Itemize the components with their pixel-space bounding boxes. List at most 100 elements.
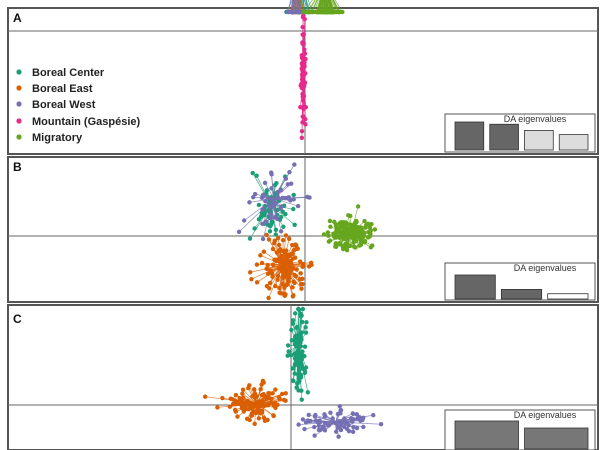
panel-b-migratory-point xyxy=(362,230,367,236)
panel-b-eigen-title: DA eigenvalues xyxy=(514,263,577,273)
panel-b-migratory-point xyxy=(333,244,338,249)
panel-b-boreal-east-point xyxy=(278,246,283,252)
panel-c-boreal-east-point xyxy=(243,406,248,412)
panel-b-boreal-center-point xyxy=(278,214,284,220)
legend-marker-boreal-west xyxy=(16,101,22,107)
panel-c-boreal-west-point xyxy=(338,427,344,433)
panel-c-boreal-east-point xyxy=(258,386,263,392)
panel-b-boreal-east-point xyxy=(248,270,253,275)
panel-b-boreal-east-point xyxy=(275,273,281,279)
panel-c-boreal-west-point xyxy=(342,418,347,423)
panel-a-boreal-west-link xyxy=(287,0,292,13)
panel-c-boreal-east-point xyxy=(257,399,262,404)
panel-b-boreal-east-point xyxy=(269,268,274,274)
panel-a-migratory-link xyxy=(327,0,330,13)
panel-b-boreal-west-point xyxy=(260,221,265,227)
panel-b-boreal-west-point xyxy=(283,176,289,181)
panel-b-migratory-point xyxy=(334,233,340,239)
panel-c-boreal-east-link xyxy=(242,393,257,404)
panel-b-boreal-east-point xyxy=(264,232,269,238)
panel-b-eigenvalue-bar xyxy=(547,293,589,300)
panel-c-boreal-west-point xyxy=(313,418,319,423)
panel-a-boreal-center-link xyxy=(306,0,311,13)
panel-c-boreal-east-point xyxy=(252,421,257,427)
panel-a-mountain-gaspesie-point xyxy=(299,53,304,58)
panel-c-boreal-west-point xyxy=(355,416,360,421)
panel-c-boreal-center-point xyxy=(294,385,299,390)
panel-b-migratory-point xyxy=(366,229,372,235)
panel-c-eigen-title: DA eigenvalues xyxy=(514,410,577,420)
panel-a-migratory-link xyxy=(330,0,336,13)
panel-c-boreal-center-point xyxy=(294,360,300,365)
panel-a-boreal-west-link xyxy=(290,0,294,13)
panel-c-boreal-east-point xyxy=(279,391,285,397)
panel-c-boreal-west-point xyxy=(306,412,311,418)
panel-b-boreal-east-point xyxy=(285,281,290,286)
panel-a-migratory-link xyxy=(303,0,313,13)
panel-b-boreal-center-point xyxy=(247,236,253,241)
panel-b-boreal-east-point xyxy=(282,265,287,271)
panel-b-boreal-west-point xyxy=(260,236,266,242)
panel-c: C DA eigenvalues xyxy=(7,304,599,450)
panel-a-migratory-link xyxy=(322,0,324,13)
panel-c-boreal-west-point xyxy=(322,412,327,417)
panel-a-boreal-east-link xyxy=(296,0,298,13)
panel-b-boreal-center-point xyxy=(280,209,285,214)
panel-b-boreal-east-point xyxy=(300,276,305,281)
panel-c-boreal-west-point xyxy=(350,429,356,434)
panel-a-migratory-link xyxy=(329,0,334,13)
panel-c-boreal-east-point xyxy=(240,395,246,400)
panel-b-eigenvalue-bar xyxy=(454,274,496,300)
panel-b-boreal-center-point xyxy=(270,219,275,225)
panel-b-migratory-point xyxy=(350,223,355,228)
panel-c-boreal-center-point xyxy=(296,306,301,312)
panel-b-boreal-west-point xyxy=(295,203,301,209)
panel-c-boreal-center-point xyxy=(292,311,298,316)
panel-a-boreal-center-link xyxy=(301,0,303,13)
panel-b-migratory-point xyxy=(354,219,359,225)
panel-c-boreal-west-point xyxy=(333,420,338,426)
panel-a-migratory-link xyxy=(313,0,319,13)
panel-b-boreal-east-point xyxy=(280,237,286,243)
panel-c-boreal-center-point xyxy=(294,325,300,330)
panel-c-boreal-east-point xyxy=(253,410,259,416)
panel-a-migratory-link xyxy=(317,0,321,13)
legend-marker-boreal-east xyxy=(16,85,22,91)
panel-b-boreal-center-point xyxy=(259,211,265,216)
panel-b-boreal-east-point xyxy=(279,253,284,259)
panel-a-boreal-center-link xyxy=(303,0,306,13)
panel-c-boreal-center-point xyxy=(298,340,303,346)
panel-a-boreal-west-link xyxy=(298,0,301,13)
panel-b-boreal-west-point xyxy=(292,162,297,167)
panel-c-boreal-east-point xyxy=(247,383,252,388)
panel-b-migratory-point xyxy=(327,238,333,243)
panel-a-migratory-link xyxy=(323,0,325,13)
panel-b-migratory-point xyxy=(351,240,356,245)
panel-c-boreal-east-point xyxy=(227,404,233,409)
panel-c-boreal-center-point xyxy=(305,390,311,395)
panel-c-boreal-east-point xyxy=(262,418,268,424)
panel-b-boreal-west-point xyxy=(269,186,274,191)
panel-a-mountain-gaspesie-point xyxy=(301,41,306,46)
panel-b-boreal-center-point xyxy=(291,192,296,198)
panel-b-boreal-east-point xyxy=(290,294,296,299)
panel-c-boreal-east-point xyxy=(230,401,236,407)
panel-a-boreal-center-link xyxy=(302,0,305,13)
panel-b-boreal-east-point xyxy=(275,277,280,282)
panel-c-boreal-west-point xyxy=(323,421,328,426)
panel-c-boreal-center-point xyxy=(288,353,294,358)
panel-b-migratory-point xyxy=(361,234,366,239)
panel-a-boreal-west-point xyxy=(285,9,291,15)
panel-a-boreal-west-link xyxy=(288,0,292,13)
panel-c-eigenvalue-bar xyxy=(454,420,519,450)
panel-a-mountain-gaspesie-point xyxy=(299,135,305,140)
panel-b-boreal-east-point xyxy=(282,293,287,299)
panel-a-migratory-link xyxy=(324,0,327,13)
panel-b-boreal-east-point xyxy=(300,264,305,270)
panel-b-boreal-east-point xyxy=(298,281,304,287)
panel-b-boreal-east-point xyxy=(254,280,260,285)
panel-b-migratory-point xyxy=(341,222,346,228)
panel-c-boreal-center-point xyxy=(300,349,305,354)
panel-a-migratory-link xyxy=(319,0,323,13)
panel-b-boreal-west-link xyxy=(243,198,275,221)
